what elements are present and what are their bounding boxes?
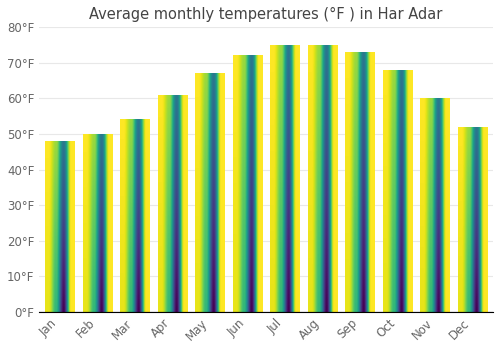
Title: Average monthly temperatures (°F ) in Har Adar: Average monthly temperatures (°F ) in Ha… bbox=[90, 7, 443, 22]
